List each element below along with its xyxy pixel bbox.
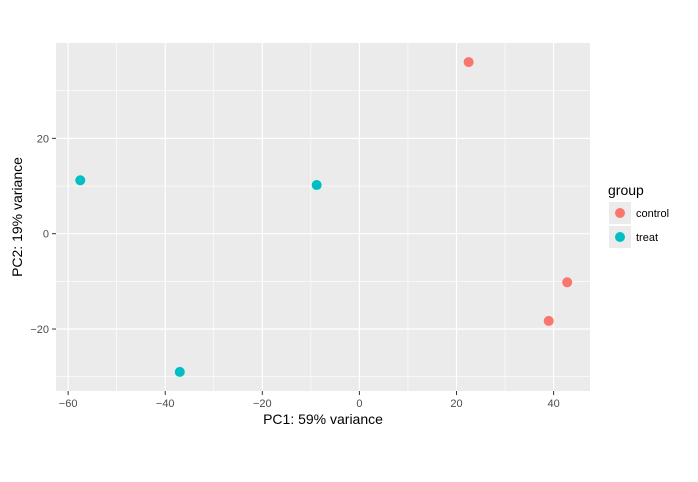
y-tick-label: 0 [43, 229, 49, 241]
y-axis: −20 0 20 [30, 133, 56, 336]
legend-items: control treat [609, 202, 669, 248]
point-treat [75, 175, 86, 186]
x-tick-label: 40 [547, 398, 559, 410]
legend: group control treat [608, 182, 669, 248]
major-gridlines [56, 43, 590, 391]
x-axis-label: PC1: 59% variance [263, 411, 383, 427]
x-tick-label: −60 [59, 398, 78, 410]
panel-background [56, 43, 590, 391]
legend-swatch-treat [615, 232, 625, 242]
x-tick-label: −40 [156, 398, 175, 410]
x-axis: −60 −40 −20 0 20 40 [59, 391, 560, 410]
y-axis-label: PC2: 19% variance [9, 157, 25, 277]
point-control [543, 315, 554, 326]
x-tick-label: 0 [356, 398, 362, 410]
point-treat [174, 366, 185, 377]
point-control [562, 277, 573, 288]
legend-label-control: control [636, 208, 669, 220]
legend-title: group [608, 182, 644, 198]
y-tick-label: −20 [30, 324, 49, 336]
x-tick-label: −20 [253, 398, 272, 410]
y-tick-label: 20 [37, 133, 49, 145]
point-control [463, 57, 474, 68]
data-points [75, 57, 573, 377]
legend-swatch-control [615, 208, 625, 218]
minor-gridlines [56, 43, 590, 391]
legend-label-treat: treat [636, 232, 658, 244]
x-tick-label: 20 [450, 398, 462, 410]
point-treat [311, 180, 322, 191]
